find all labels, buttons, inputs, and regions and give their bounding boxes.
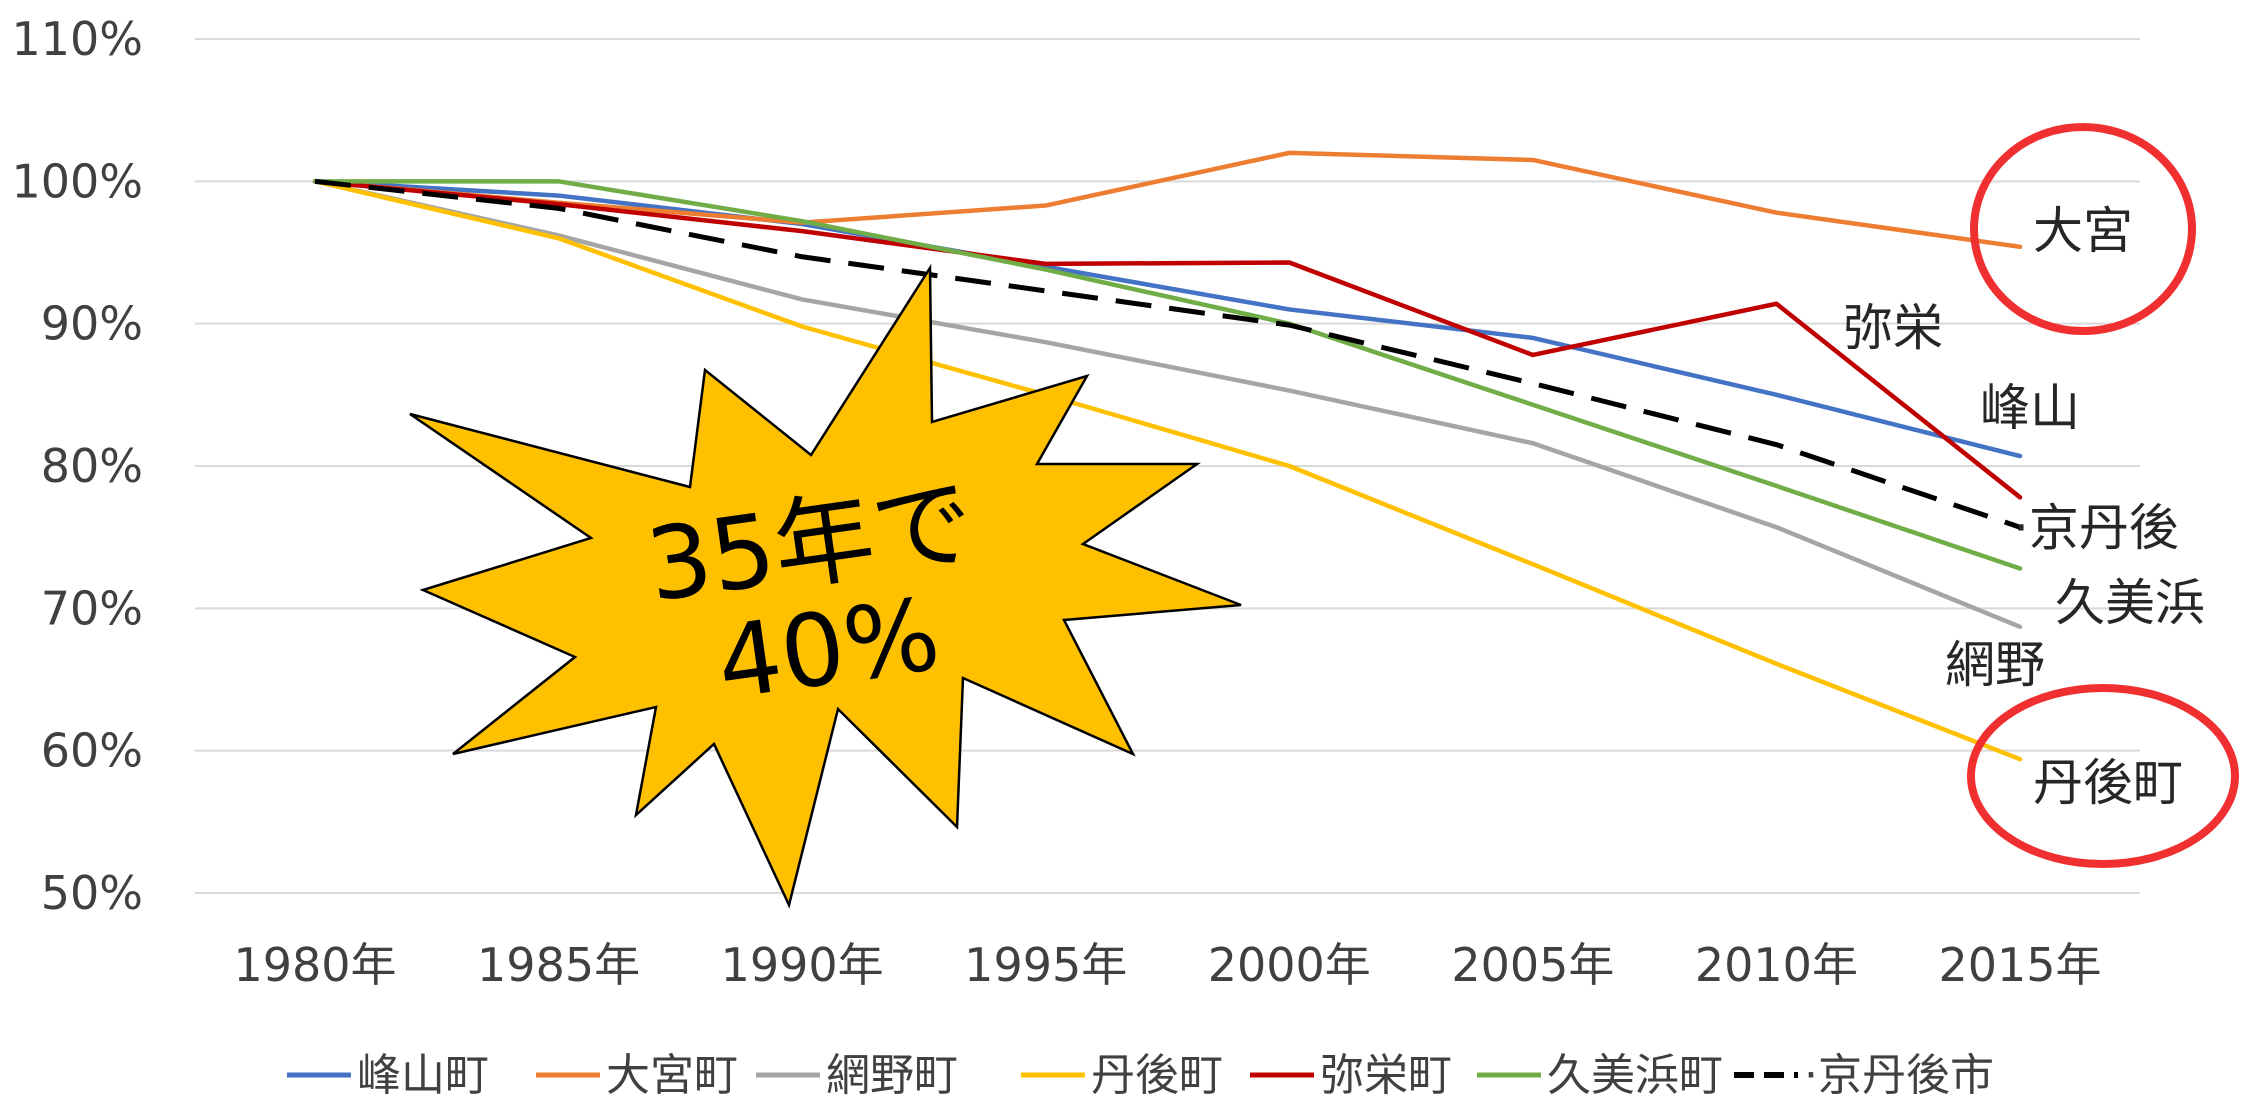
end-label-5: 久美浜 [2055, 574, 2205, 632]
x-tick-label: 2005年 [1451, 938, 1614, 992]
end-label-3: 丹後町 [2033, 754, 2183, 812]
legend-label-2: 網野町 [826, 1050, 958, 1101]
highlight-circle-tango [1967, 684, 2239, 868]
series-line-6 [314, 178, 2021, 530]
x-tick-label: 1980年 [233, 938, 396, 992]
y-tick-label: 80% [41, 439, 143, 493]
end-label-4: 弥栄 [1843, 299, 1943, 357]
x-tick-label: 2015年 [1938, 938, 2101, 992]
starburst-shape [409, 263, 1242, 909]
x-tick-label: 2000年 [1208, 938, 1371, 992]
y-tick-label: 60% [41, 724, 143, 778]
x-tick-label: 1985年 [477, 938, 640, 992]
y-tick-label: 90% [41, 297, 143, 351]
y-tick-label: 110% [11, 12, 143, 66]
end-label-0: 峰山 [1980, 379, 2080, 437]
legend: 峰山町 大宮町 網野町 丹後町 弥栄町 久美浜町 ·京丹後市 [287, 1050, 1994, 1101]
y-axis-ticks: 110% 100% 90% 80% 70% 60% 50% [11, 12, 143, 920]
y-tick-label: 70% [41, 581, 143, 635]
legend-label-0: 峰山町 [357, 1050, 489, 1101]
series-line-5 [312, 179, 2023, 571]
series-line-3 [312, 179, 2023, 762]
x-tick-label: 2010年 [1695, 938, 1858, 992]
x-tick-label: 1990年 [721, 938, 884, 992]
series-line-1 [312, 150, 2023, 250]
series-line-2 [312, 179, 2023, 630]
series-line-0 [312, 179, 2023, 459]
legend-label-4: 弥栄町 [1320, 1050, 1452, 1101]
series-line-4 [312, 179, 2023, 500]
highlight-circle-omiya [1970, 123, 2196, 335]
starburst-annotation: 35年で 40% [409, 263, 1242, 909]
end-label-6: ·京丹後 [2013, 499, 2179, 557]
y-tick-label: 50% [41, 866, 143, 920]
end-label-1: 大宮 [2033, 202, 2133, 260]
legend-label-5: 久美浜町 [1547, 1050, 1723, 1101]
legend-label-6: ·京丹後市 [1804, 1050, 1994, 1101]
x-tick-label: 1995年 [964, 938, 1127, 992]
legend-label-1: 大宮町 [606, 1050, 738, 1101]
end-label-2: 網野 [1945, 636, 2045, 694]
series-lines [312, 150, 2023, 762]
x-axis-ticks: 1980年 1985年 1990年 1995年 2000年 2005年 2010年 2015年 [233, 938, 2101, 992]
y-tick-label: 100% [11, 154, 143, 208]
legend-label-3: 丹後町 [1091, 1050, 1223, 1101]
